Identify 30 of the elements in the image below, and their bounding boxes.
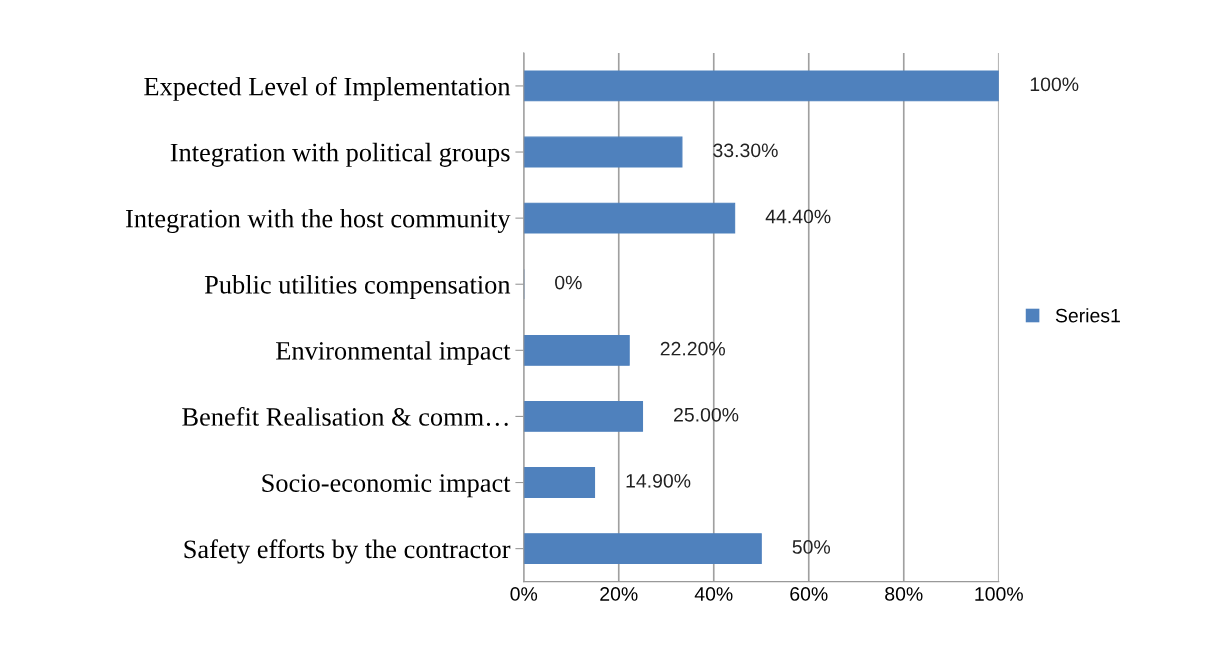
x-tick-label: 60% (790, 587, 828, 601)
text: 33.30% (713, 143, 778, 158)
x-tick-label: 80% (885, 587, 923, 601)
y-tick-label: Expected Level of Implementation (144, 76, 511, 101)
y-tick-label: Public utilities compensation (204, 275, 511, 300)
text: 100% (1030, 77, 1079, 92)
y-tick-label: Integration with political groups (170, 142, 510, 167)
bar (523, 467, 596, 498)
y-tick-label: Integration with the host community (125, 208, 511, 233)
bar (523, 334, 630, 366)
bar (523, 533, 762, 565)
bar (523, 202, 736, 234)
y-tick-label: Benefit Realisation & comm… (182, 407, 508, 426)
text: 14.90% (626, 473, 691, 488)
y-tick-label: Environmental impact (276, 341, 511, 366)
text: 22.20% (660, 341, 726, 356)
bar (523, 401, 644, 432)
bar (523, 70, 999, 102)
text: 44.40% (765, 209, 831, 224)
text: 25.00% (674, 407, 739, 422)
x-tick-label: 100% (975, 587, 1023, 601)
y-tick-label: Socio-economic impact (262, 474, 511, 498)
y-tick-label: Safety efforts by the contractor (184, 539, 511, 564)
legend-label: Series1 (1055, 308, 1120, 323)
x-tick-label: 20% (600, 587, 638, 601)
x-tick-label: 0% (510, 587, 538, 601)
bar (523, 136, 683, 168)
text: 50% (792, 540, 831, 554)
text: 0% (555, 275, 582, 290)
x-tick-label: 40% (694, 587, 733, 601)
